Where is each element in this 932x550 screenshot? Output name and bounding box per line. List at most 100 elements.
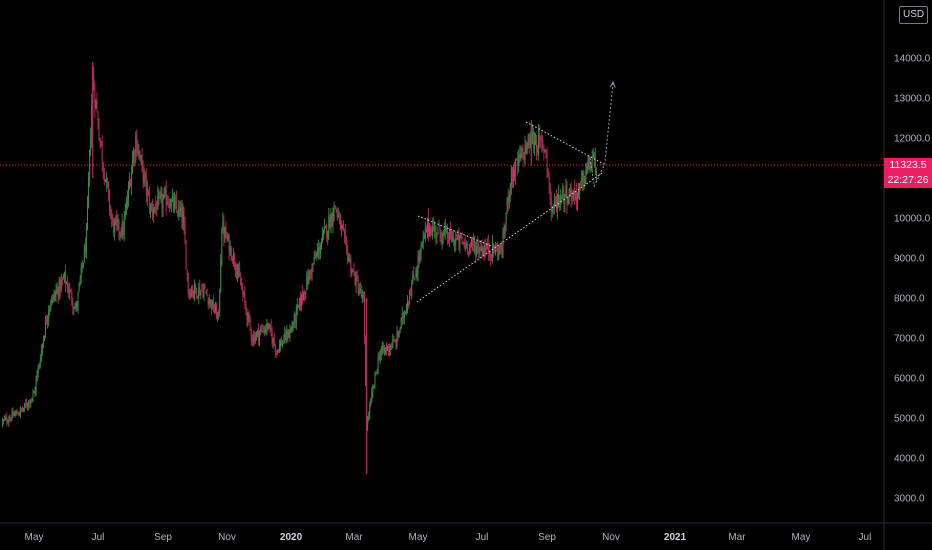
candle	[575, 183, 577, 211]
candle	[396, 325, 398, 349]
candle	[189, 288, 191, 300]
candle	[107, 181, 109, 201]
candle	[346, 235, 348, 256]
candle	[507, 188, 509, 212]
candle	[349, 253, 351, 264]
candle	[147, 189, 149, 197]
candle	[153, 203, 155, 223]
candle	[455, 231, 457, 252]
projection-arrow[interactable]	[589, 81, 614, 188]
candle	[180, 200, 182, 218]
candle	[528, 133, 530, 154]
candle	[120, 227, 122, 238]
candle	[2, 417, 4, 428]
candle	[229, 240, 231, 256]
candle	[187, 272, 189, 298]
candle	[485, 244, 487, 255]
candle	[279, 339, 281, 353]
candle	[333, 201, 335, 222]
candle	[275, 350, 277, 358]
candle	[119, 231, 121, 242]
x-tick-label: Nov	[602, 532, 620, 543]
candle	[270, 319, 272, 337]
candle	[116, 209, 118, 232]
candle	[586, 162, 588, 175]
candle	[57, 286, 59, 304]
candle	[440, 229, 442, 245]
candle	[344, 228, 346, 244]
candle	[459, 234, 461, 254]
trend-line[interactable]	[417, 215, 492, 247]
candle	[387, 345, 389, 351]
candle	[555, 189, 557, 213]
candle	[144, 170, 146, 187]
candle	[564, 193, 566, 213]
candle	[389, 343, 391, 357]
y-tick-label: 4000.0	[894, 454, 925, 465]
trend-line[interactable]	[416, 171, 604, 303]
candle	[170, 198, 172, 213]
candle	[285, 328, 287, 344]
candle	[135, 131, 137, 164]
candle	[93, 66, 95, 91]
candle	[334, 205, 336, 210]
candle	[375, 372, 377, 376]
candle	[432, 217, 434, 240]
candle	[248, 309, 250, 323]
candle	[514, 161, 516, 182]
candle	[497, 241, 499, 261]
candle	[203, 283, 205, 302]
candle	[549, 183, 551, 205]
candle	[79, 275, 81, 287]
candle	[130, 178, 132, 188]
candle	[225, 221, 227, 239]
candle	[587, 155, 589, 174]
candle	[404, 311, 406, 315]
candle	[95, 99, 97, 110]
candle	[145, 167, 147, 203]
candle	[36, 369, 38, 382]
price-axis[interactable]: 3000.0 4000.0 5000.0 6000.0 7000.0 8000.0 9000…	[894, 54, 931, 505]
candle	[41, 343, 43, 356]
candle	[443, 221, 445, 237]
candle	[231, 255, 233, 264]
candle	[572, 189, 574, 202]
candle	[446, 223, 448, 246]
candle	[205, 289, 207, 295]
candle	[494, 244, 496, 254]
candle	[289, 324, 291, 342]
candle	[230, 245, 232, 262]
candle	[424, 221, 426, 243]
trend-line[interactable]	[525, 121, 604, 165]
candle	[370, 397, 372, 407]
candle	[194, 279, 196, 302]
candle	[4, 415, 6, 421]
candle	[241, 278, 243, 291]
candle	[454, 239, 456, 253]
candle	[204, 283, 206, 289]
candle	[163, 187, 165, 200]
candle	[137, 140, 139, 157]
candle	[183, 206, 185, 235]
candle	[64, 264, 66, 293]
candle	[523, 152, 525, 168]
time-axis[interactable]: May Jul Sep Nov 2020 Mar May Jul Sep Nov 2021 Mar Ma…	[25, 532, 872, 543]
candle	[544, 149, 546, 153]
candle	[503, 222, 505, 240]
candle	[123, 211, 125, 242]
drawings[interactable]	[416, 80, 616, 303]
candle	[458, 227, 460, 251]
candle	[99, 137, 101, 149]
x-tick-label: Mar	[728, 532, 746, 543]
candle	[422, 230, 424, 250]
candle	[318, 242, 320, 260]
currency-badge[interactable]: USD	[899, 6, 929, 24]
candle	[21, 406, 23, 412]
candle	[26, 398, 28, 409]
candle	[527, 133, 529, 149]
candle	[201, 283, 203, 291]
candle	[501, 240, 503, 259]
candle	[550, 191, 552, 222]
candle	[276, 349, 278, 356]
